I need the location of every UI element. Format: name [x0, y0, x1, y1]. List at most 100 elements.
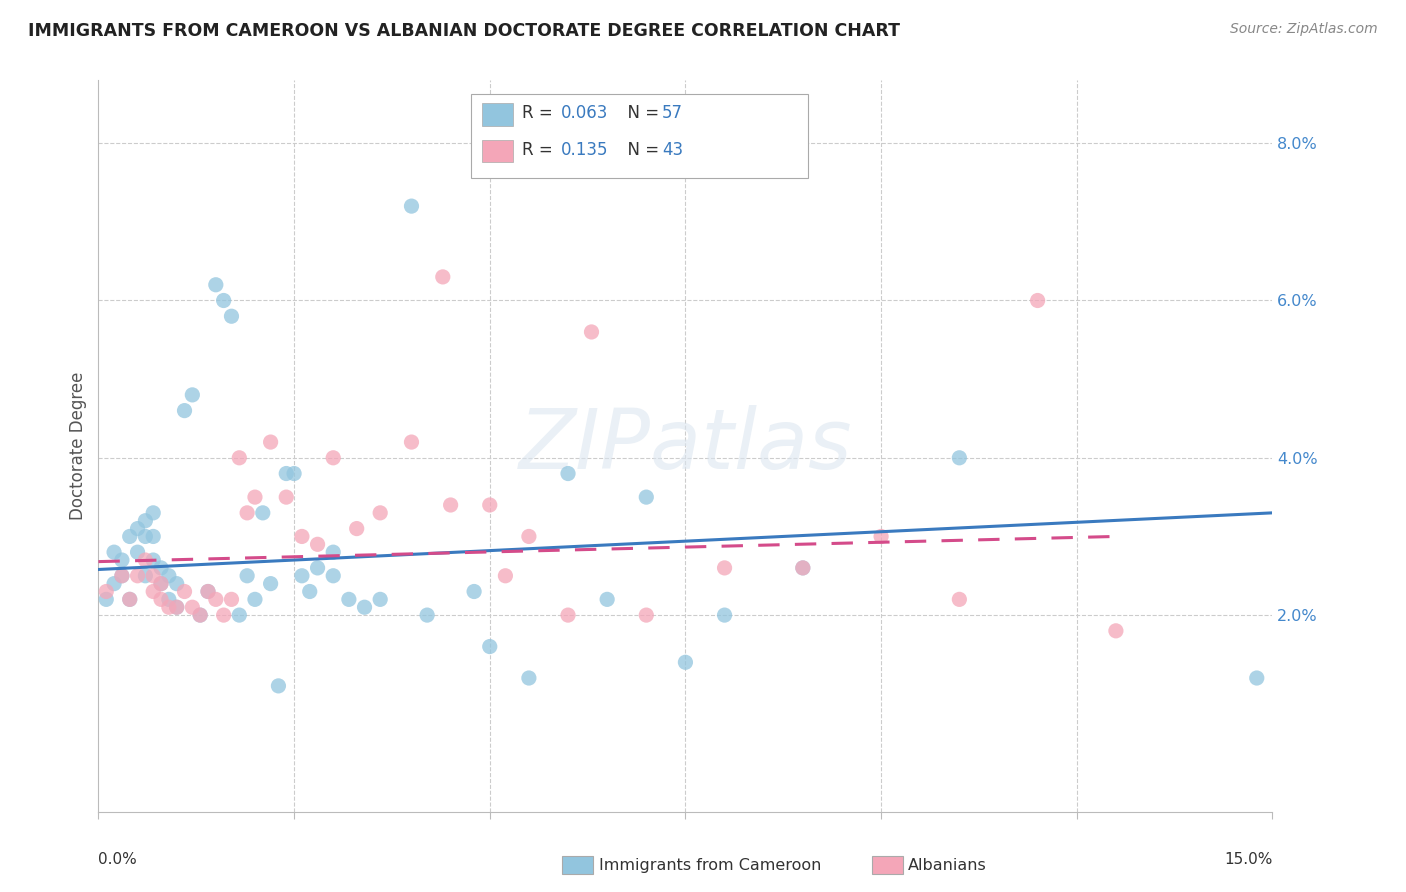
Text: N =: N = [617, 104, 665, 122]
Point [157, 600, 180, 615]
Point [322, 545, 344, 559]
Point [111, 568, 134, 582]
Point [134, 514, 156, 528]
Point [142, 584, 165, 599]
Point [948, 450, 970, 465]
Point [1105, 624, 1128, 638]
Point [197, 584, 219, 599]
Point [416, 608, 439, 623]
Point [166, 600, 188, 615]
Point [675, 655, 697, 669]
Point [870, 529, 893, 543]
Point [259, 576, 281, 591]
Point [188, 608, 211, 623]
Point [596, 592, 619, 607]
Point [401, 435, 423, 450]
Point [212, 608, 235, 623]
Point [118, 529, 141, 543]
Point [166, 600, 188, 615]
Point [291, 568, 314, 582]
Point [205, 277, 228, 292]
Point [157, 568, 180, 582]
Point [188, 608, 211, 623]
Point [322, 568, 344, 582]
Point [134, 529, 156, 543]
Point [517, 671, 540, 685]
Point [243, 490, 266, 504]
Point [346, 522, 368, 536]
Point [134, 553, 156, 567]
Point [267, 679, 290, 693]
Point [368, 506, 391, 520]
Point [150, 592, 173, 607]
Point [212, 293, 235, 308]
Point [142, 529, 165, 543]
Point [1246, 671, 1268, 685]
Point [221, 592, 243, 607]
Point [111, 568, 134, 582]
Point [713, 608, 735, 623]
Point [636, 490, 658, 504]
Point [127, 568, 149, 582]
Text: R =: R = [522, 104, 558, 122]
Point [401, 199, 423, 213]
Point [118, 592, 141, 607]
Text: 0.0%: 0.0% [98, 852, 138, 867]
Point [142, 568, 165, 582]
Point [134, 568, 156, 582]
Point [111, 553, 134, 567]
Point [792, 561, 814, 575]
Point [142, 553, 165, 567]
Text: Source: ZipAtlas.com: Source: ZipAtlas.com [1230, 22, 1378, 37]
Point [103, 545, 125, 559]
Point [228, 450, 250, 465]
Point [494, 568, 516, 582]
Text: 0.063: 0.063 [561, 104, 609, 122]
Point [307, 537, 329, 551]
Point [150, 576, 173, 591]
Point [291, 529, 314, 543]
Point [1026, 293, 1049, 308]
Text: Albanians: Albanians [908, 858, 987, 872]
Point [353, 600, 375, 615]
Point [181, 600, 204, 615]
Text: 43: 43 [662, 141, 683, 159]
Point [557, 467, 579, 481]
Point [142, 506, 165, 520]
Point [150, 561, 173, 575]
Text: 57: 57 [662, 104, 683, 122]
Text: 15.0%: 15.0% [1225, 852, 1272, 867]
Point [276, 490, 298, 504]
Text: N =: N = [617, 141, 665, 159]
Point [127, 522, 149, 536]
Point [439, 498, 461, 512]
Y-axis label: Doctorate Degree: Doctorate Degree [69, 372, 87, 520]
Point [221, 310, 243, 324]
Point [276, 467, 298, 481]
Point [96, 592, 118, 607]
Point [259, 435, 281, 450]
Point [636, 608, 658, 623]
Point [948, 592, 970, 607]
Point [368, 592, 391, 607]
Point [118, 592, 141, 607]
Point [463, 584, 485, 599]
Point [166, 576, 188, 591]
Text: IMMIGRANTS FROM CAMEROON VS ALBANIAN DOCTORATE DEGREE CORRELATION CHART: IMMIGRANTS FROM CAMEROON VS ALBANIAN DOC… [28, 22, 900, 40]
Point [96, 584, 118, 599]
Point [173, 584, 195, 599]
Point [236, 568, 259, 582]
Point [322, 450, 344, 465]
Text: ZIPatlas: ZIPatlas [519, 406, 852, 486]
Point [205, 592, 228, 607]
Point [432, 269, 454, 284]
Point [581, 325, 603, 339]
Text: 0.135: 0.135 [561, 141, 609, 159]
Point [127, 545, 149, 559]
Point [181, 388, 204, 402]
Text: Immigrants from Cameroon: Immigrants from Cameroon [599, 858, 821, 872]
Point [517, 529, 540, 543]
Text: R =: R = [522, 141, 562, 159]
Point [713, 561, 735, 575]
Point [478, 640, 501, 654]
